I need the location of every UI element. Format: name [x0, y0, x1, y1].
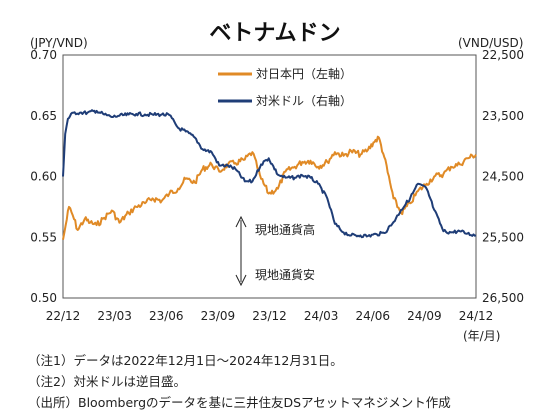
note-1: （注1）データは2022年12月1日～2024年12月31日。 — [28, 353, 343, 368]
series-line-usd — [62, 109, 477, 239]
plot-area — [62, 54, 477, 299]
x-tick-label: 24/03 — [304, 309, 339, 323]
x-tick-label: 22/12 — [46, 309, 81, 323]
left-tick-label: 0.55 — [30, 230, 57, 244]
right-tick-label: 26,500 — [482, 291, 524, 305]
right-tick-label: 24,500 — [482, 170, 524, 184]
left-axis-unit: (JPY/VND) — [30, 36, 88, 50]
left-tick-label: 0.50 — [30, 291, 57, 305]
legend-label-jpy: 対日本円（左軸） — [256, 66, 352, 81]
left-tick-label: 0.70 — [30, 48, 57, 62]
x-tick-label: 23/06 — [149, 309, 184, 323]
x-tick-label: 24/06 — [355, 309, 390, 323]
x-axis: 22/12 23/03 23/06 23/09 23/12 24/03 24/06 24/09… — [46, 309, 494, 323]
right-tick-label: 25,500 — [482, 230, 524, 244]
series-line-jpy — [62, 135, 477, 240]
arrow-label-up: 現地通貨高 — [255, 222, 315, 237]
right-tick-label: 22,500 — [482, 48, 524, 62]
right-tick-label: 23,500 — [482, 109, 524, 123]
note-2: （注2）対米ドルは逆目盛。 — [28, 374, 186, 389]
legend-label-usd: 対米ドル（右軸） — [256, 93, 352, 108]
arrow-up-head — [235, 215, 247, 228]
note-source: （出所）Bloombergのデータを基に三井住友DSアセットマネジメント作成 — [28, 395, 451, 410]
legend: 対日本円（左軸） 対米ドル（右軸） — [218, 66, 352, 108]
left-tick-label: 0.60 — [30, 170, 57, 184]
arrow-down-head — [235, 274, 247, 287]
series-layer — [62, 109, 477, 240]
x-axis-unit: (年/月) — [463, 329, 500, 343]
x-tick-label: 23/09 — [201, 309, 236, 323]
left-tick-label: 0.65 — [30, 109, 57, 123]
x-tick-label: 24/12 — [459, 309, 494, 323]
chart-title: ベトナムドン — [209, 21, 340, 46]
x-tick-label: 24/09 — [407, 309, 442, 323]
right-axis: 22,500 23,500 24,500 25,500 26,500 — [482, 48, 524, 305]
right-axis-unit: (VND/USD) — [458, 36, 523, 50]
arrow-label-down: 現地通貨安 — [255, 267, 315, 282]
left-axis: 0.50 0.55 0.60 0.65 0.70 — [30, 48, 57, 305]
x-tick-label: 23/03 — [97, 309, 132, 323]
x-tick-label: 23/12 — [252, 309, 287, 323]
direction-arrow: 現地通貨高 現地通貨安 — [235, 215, 315, 287]
